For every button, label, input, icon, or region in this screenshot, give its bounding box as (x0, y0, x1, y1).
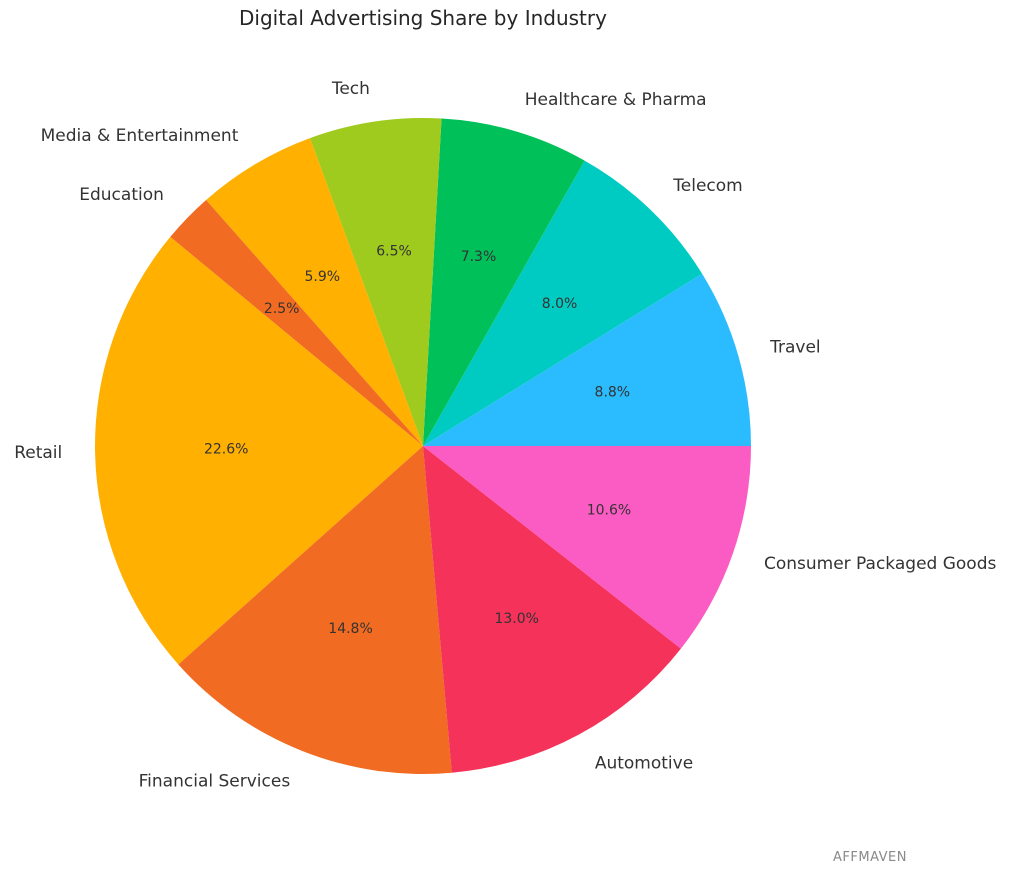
pct-label-education: 2.5% (264, 301, 300, 317)
category-label-retail: Retail (14, 443, 62, 463)
pct-label-travel: 8.8% (595, 384, 631, 400)
pie-slice-retail (94, 236, 423, 665)
pct-label-financial-services: 14.8% (328, 621, 372, 637)
category-label-telecom: Telecom (672, 176, 742, 196)
pct-label-retail: 22.6% (204, 442, 248, 458)
pct-label-healthcare-and-pharma: 7.3% (461, 249, 497, 265)
pie-slice-tech (309, 117, 442, 447)
pie-slice-telecom (423, 160, 703, 446)
category-label-education: Education (79, 185, 164, 205)
category-label-travel: Travel (769, 338, 821, 358)
pct-label-consumer-packaged-goods: 10.6% (587, 502, 631, 518)
pie-slice-healthcare-and-pharma (423, 118, 585, 447)
pie-slice-education (170, 199, 423, 446)
category-label-healthcare-and-pharma: Healthcare & Pharma (525, 90, 707, 110)
pct-label-automotive: 13.0% (494, 611, 538, 627)
category-label-tech: Tech (331, 79, 370, 99)
category-label-media-and-entertainment: Media & Entertainment (41, 126, 239, 146)
category-label-consumer-packaged-goods: Consumer Packaged Goods (764, 554, 997, 574)
category-label-financial-services: Financial Services (139, 771, 291, 791)
pie-slice-travel (423, 273, 751, 446)
pct-label-telecom: 8.0% (542, 296, 578, 312)
chart-title: Digital Advertising Share by Industry (239, 6, 607, 30)
pie-slice-consumer-packaged-goods (423, 446, 751, 649)
pie-slice-automotive (423, 446, 681, 773)
watermark: AFFMAVEN (833, 850, 907, 865)
category-label-automotive: Automotive (595, 753, 693, 773)
pct-label-tech: 6.5% (376, 243, 412, 259)
pct-label-media-and-entertainment: 5.9% (305, 269, 341, 285)
pie-slice-financial-services (178, 446, 452, 774)
pie-slice-media-and-entertainment (206, 138, 423, 446)
